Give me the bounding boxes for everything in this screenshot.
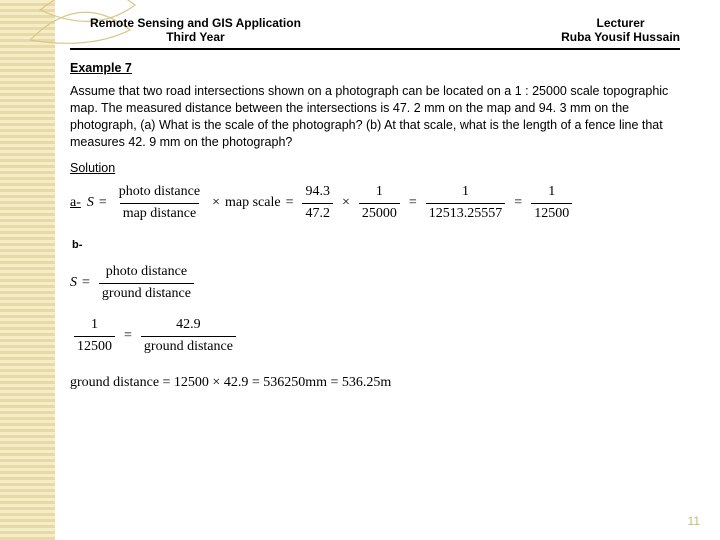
equation-a: a- S = photo distance map distance × map… (70, 183, 680, 224)
lecturer-block: Lecturer Ruba Yousif Hussain (561, 16, 680, 44)
frac-1-12500-b: 1 12500 (74, 316, 115, 357)
ground-distance-result: ground distance = 12500 × 42.9 = 536250m… (70, 374, 391, 393)
equals-icon: = (514, 194, 522, 213)
frac-1-25000: 1 25000 (359, 183, 400, 224)
equals-icon: = (82, 274, 90, 293)
course-line1: Remote Sensing and GIS Application (90, 16, 301, 30)
frac-1-12500: 1 12500 (531, 183, 572, 224)
lecturer-line2: Ruba Yousif Hussain (561, 30, 680, 44)
equals-icon: = (124, 327, 132, 346)
frac-429-ground: 42.9 ground distance (141, 316, 236, 357)
equals-icon: = (409, 194, 417, 213)
frac-photo-map: photo distance map distance (116, 183, 203, 224)
example-title: Example 7 (70, 60, 680, 77)
problem-text: Assume that two road intersections shown… (70, 83, 680, 151)
decorative-strip (0, 0, 55, 540)
header-rule (70, 48, 680, 50)
page-number: 11 (688, 514, 700, 528)
content-area: Example 7 Assume that two road intersect… (70, 60, 680, 399)
part-a-label: a- (70, 194, 81, 213)
equation-b1: S = photo distance ground distance (70, 263, 680, 304)
times-icon: × (342, 194, 350, 213)
equation-b3: ground distance = 12500 × 42.9 = 536250m… (70, 374, 680, 393)
page-header: Remote Sensing and GIS Application Third… (90, 16, 680, 44)
course-line2: Third Year (90, 30, 301, 44)
eq-a-lhs: S (87, 194, 94, 213)
equals-icon: = (99, 194, 107, 213)
map-scale-text: map scale (225, 194, 281, 213)
eq-b1-lhs: S (70, 274, 77, 293)
times-icon: × (212, 194, 220, 213)
frac-photo-ground: photo distance ground distance (99, 263, 194, 304)
frac-943-472: 94.3 47.2 (302, 183, 333, 224)
frac-1-12513: 1 12513.25557 (426, 183, 506, 224)
equals-icon: = (286, 194, 294, 213)
part-b-label: b- (72, 238, 680, 253)
equation-b2: 1 12500 = 42.9 ground distance (70, 316, 680, 357)
course-title: Remote Sensing and GIS Application Third… (90, 16, 301, 44)
solution-label: Solution (70, 160, 680, 177)
lecturer-line1: Lecturer (561, 16, 680, 30)
part-a: a- S = photo distance map distance × map… (70, 183, 680, 224)
